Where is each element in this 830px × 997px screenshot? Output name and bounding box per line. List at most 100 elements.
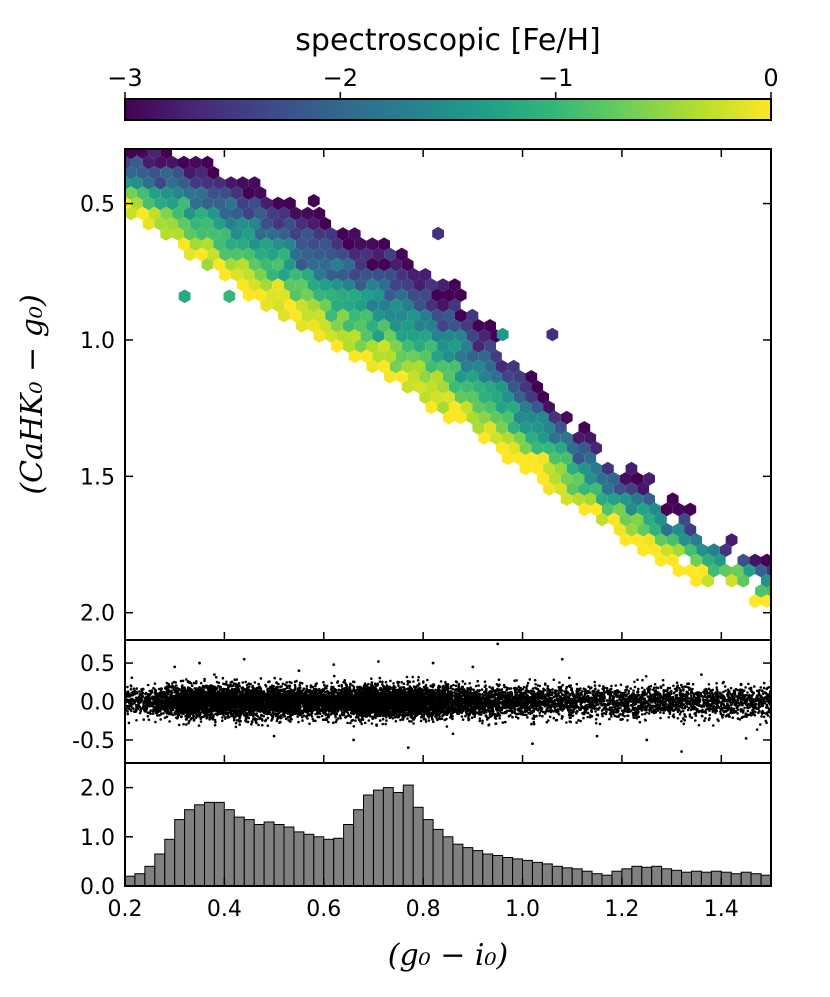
hexbin-cell [266, 247, 279, 262]
hexbin-cell [437, 298, 449, 313]
residual-point [229, 683, 232, 687]
hexbin-cell [242, 288, 255, 302]
residual-point [157, 709, 160, 712]
hexbin-cell [719, 543, 732, 557]
hexbin-cell [448, 339, 461, 353]
residual-point [151, 709, 154, 712]
residual-point [244, 717, 248, 721]
hexbin-cell [643, 533, 655, 547]
residual-point [278, 688, 281, 692]
residual-point [125, 704, 129, 708]
hexbin-cell [496, 359, 508, 374]
hexbin-cell [496, 421, 508, 435]
hexbin-cell [466, 329, 479, 343]
colorbar: spectroscopic [Fe/H] −3 −2 −1 0 [107, 23, 779, 121]
hexbin-cell [454, 390, 467, 404]
hexbin-cell [337, 288, 349, 302]
hexbin-cell [337, 308, 349, 323]
residual-point [257, 723, 260, 727]
hexbin-cell [189, 237, 202, 251]
hexbin-cell [454, 410, 467, 425]
hexbin-cell [242, 227, 255, 241]
residual-point [185, 723, 188, 726]
residual-point [164, 705, 168, 708]
hexbin-cell [737, 574, 750, 588]
hexbin-cell [236, 217, 249, 231]
residual-point [158, 713, 161, 717]
hexbin-cell [560, 472, 573, 486]
residual-point [185, 678, 188, 681]
hexbin-cell [407, 370, 420, 384]
residual-point [199, 712, 202, 716]
residual-point [266, 688, 269, 692]
hexbin-cell [631, 472, 644, 486]
residual-point [253, 699, 256, 703]
hexbin-cell [437, 380, 449, 394]
hexbin-cell [378, 257, 390, 272]
hexbin-cell [207, 166, 220, 180]
residual-point [316, 715, 320, 719]
hexbin-cell [301, 288, 314, 302]
hexbin-cell [154, 155, 167, 170]
hexbin-cell [395, 349, 408, 364]
residual-point [294, 706, 298, 710]
residual-point [169, 704, 172, 708]
residual-point [278, 703, 281, 706]
residual-point [142, 705, 145, 708]
hexbin-cell [313, 308, 326, 323]
hexbin-cell [501, 431, 514, 445]
hexbin-cell [189, 155, 202, 170]
residual-point [217, 684, 220, 688]
residual-point [144, 692, 147, 696]
hexbin-cell [525, 370, 538, 384]
hexbin-cell [378, 298, 390, 313]
residual-point [154, 720, 157, 724]
hexbin-cell [513, 451, 526, 466]
hexbin-cell [219, 247, 231, 262]
hexbin-cell [278, 247, 290, 262]
residual-point [169, 710, 173, 713]
residual-point [257, 682, 260, 686]
hexbin-cell [531, 400, 544, 415]
residual-point [273, 687, 276, 691]
residual-point [161, 691, 164, 694]
hexbin-cell [401, 319, 414, 333]
residual-point [300, 697, 304, 701]
hexbin-cell [631, 533, 644, 547]
hexbin-outlier-cell [307, 194, 320, 208]
hexbin-cell [284, 278, 296, 292]
hexbin-cell [761, 594, 771, 608]
residual-point [126, 710, 129, 713]
hexbin-cell [484, 421, 496, 435]
residual-point [288, 684, 292, 688]
hexbin-cell [172, 206, 184, 221]
hexbin-cell [413, 359, 426, 374]
hexbin-cell [419, 288, 432, 302]
residual-point [147, 718, 151, 722]
hexbin-cell [372, 247, 385, 262]
hexbin-cell [307, 298, 320, 313]
residual-point [253, 681, 257, 684]
hexbin-cell [390, 359, 402, 374]
hexbin-cell [201, 257, 214, 272]
hexbin-cell [248, 237, 261, 251]
residual-point [129, 684, 133, 687]
hexbin-cell [307, 237, 320, 251]
top-ytick-label: 2.0 [80, 602, 115, 627]
hexbin-cell [207, 206, 220, 221]
residual-point [267, 702, 270, 706]
residual-point [193, 701, 197, 704]
residual-point [180, 715, 183, 718]
hexbin-cell [289, 247, 302, 262]
hexbin-cell [566, 461, 579, 476]
residual-point [311, 685, 315, 689]
hexbin-cell [413, 339, 426, 353]
residual-point [181, 708, 184, 711]
residual-point [138, 705, 142, 709]
residual-point [148, 711, 152, 714]
hexbin-cell [354, 319, 367, 333]
hexbin-cell [501, 370, 514, 384]
hexbin-cell [448, 380, 461, 394]
hexbin-cell [496, 441, 508, 455]
hexbin-cell [342, 237, 355, 251]
